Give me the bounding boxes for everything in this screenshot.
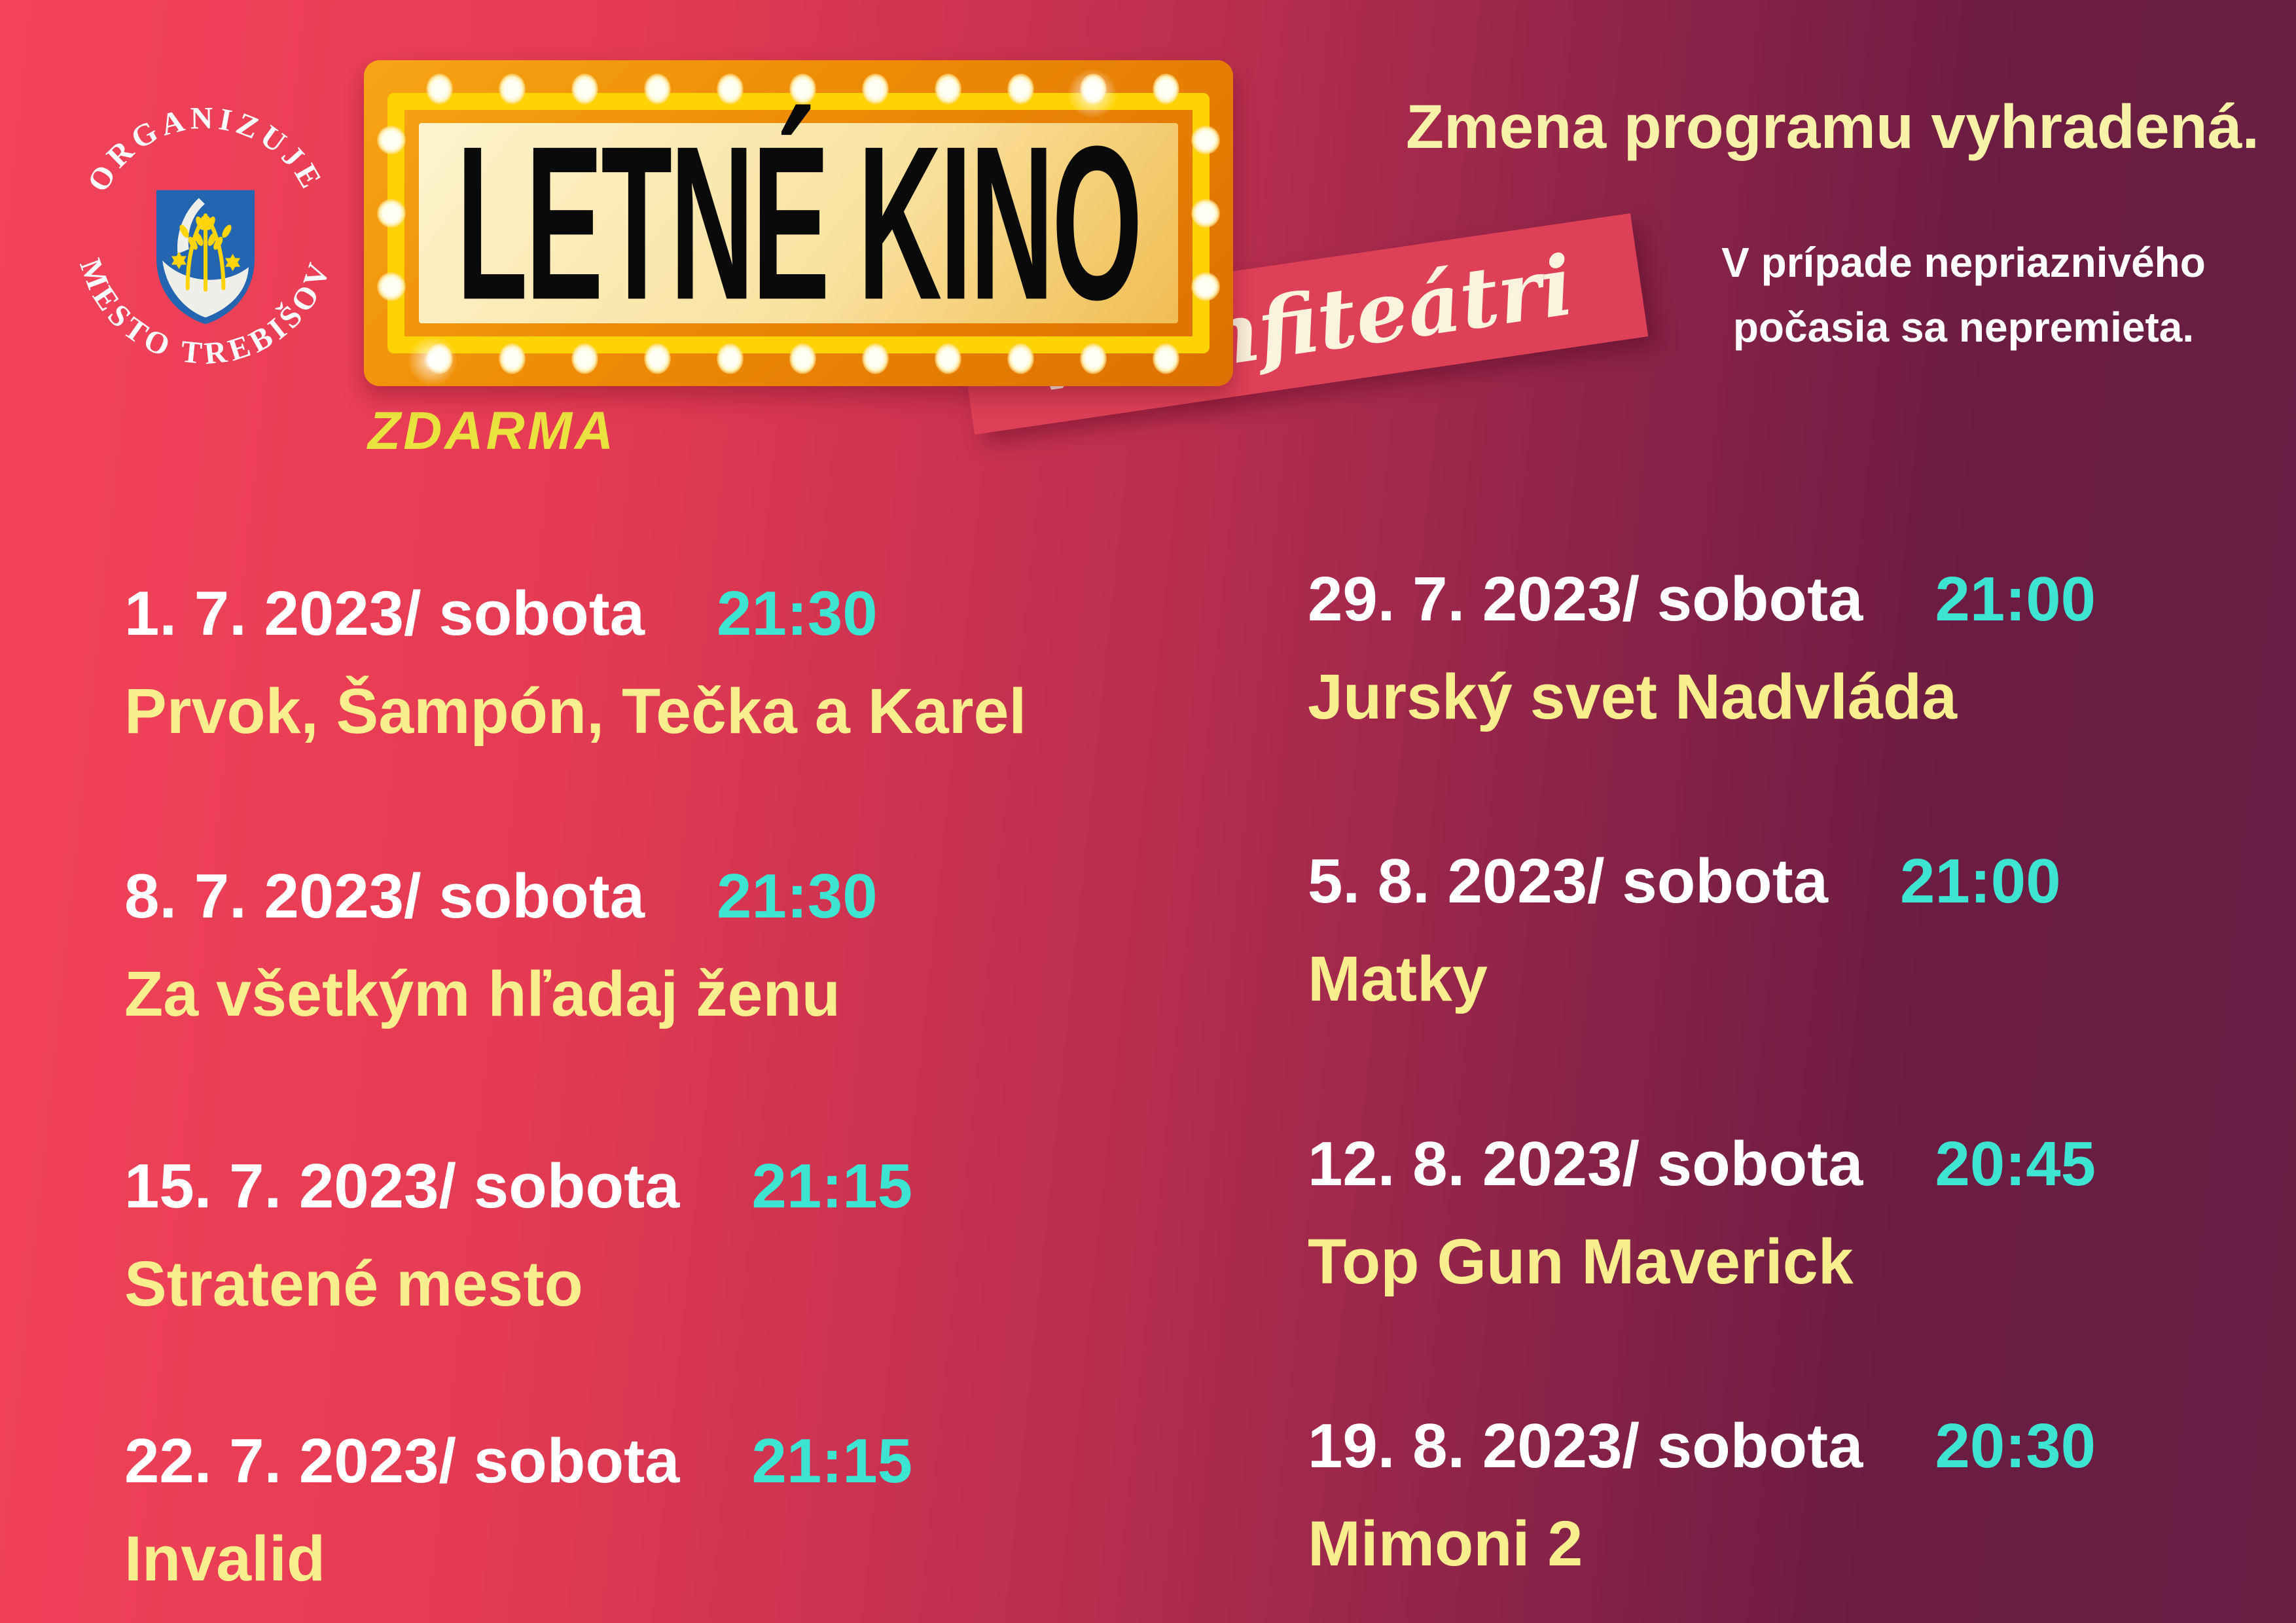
entry-movie-title: Jurský svet Nadvláda <box>1308 661 1958 732</box>
sparkle-icon <box>403 331 462 390</box>
entry-time: 21:15 <box>751 1151 912 1221</box>
schedule-entry: 29. 7. 2023/ sobota 21:00 Jurský svet Na… <box>1308 564 2096 732</box>
weather-notice-line1: V prípade nepriaznivého <box>1721 239 2206 286</box>
entry-movie-title: Prvok, Šampón, Tečka a Karel <box>124 675 1027 747</box>
entry-date: 29. 7. 2023/ sobota <box>1308 564 1863 634</box>
entry-date: 12. 8. 2023/ sobota <box>1308 1129 1863 1199</box>
entry-movie-title: Za všetkým hľadaj ženu <box>124 958 840 1029</box>
schedule-entry: 8. 7. 2023/ sobota 21:30 Za všetkým hľad… <box>124 865 878 1026</box>
entry-date: 1. 7. 2023/ sobota <box>124 579 645 649</box>
logo-arc-top: ORGANIZUJE <box>81 101 330 198</box>
city-coat-of-arms-icon <box>156 190 255 325</box>
schedule-entry: 5. 8. 2023/ sobota 21:00 Matky <box>1308 846 2061 1014</box>
schedule-entry: 12. 8. 2023/ sobota 20:45 Top Gun Maveri… <box>1308 1129 2096 1297</box>
entry-time: 21:00 <box>1935 564 2096 634</box>
entry-date: 22. 7. 2023/ sobota <box>124 1426 680 1496</box>
organizer-logo: ORGANIZUJE MESTO TREBIŠOV <box>73 101 333 371</box>
entry-date: 8. 7. 2023/ sobota <box>124 861 645 931</box>
entry-time: 21:30 <box>717 861 878 931</box>
schedule-entry: 1. 7. 2023/ sobota 21:30 Prvok, Šampón, … <box>124 582 1026 743</box>
entry-date: 5. 8. 2023/ sobota <box>1308 846 1829 916</box>
entry-date: 19. 8. 2023/ sobota <box>1308 1411 1863 1481</box>
marquee-panel: LETNÉ KINO <box>419 100 1178 345</box>
entry-time: 21:15 <box>751 1426 912 1496</box>
entry-time: 20:45 <box>1935 1129 2096 1199</box>
entry-time: 21:00 <box>1900 846 2061 916</box>
schedule-entry: 19. 8. 2023/ sobota 20:30 Mimoni 2 <box>1308 1411 2096 1579</box>
entry-time: 21:30 <box>717 579 878 649</box>
weather-notice-line2: počasia sa nepremieta. <box>1732 304 2195 351</box>
entry-movie-title: Matky <box>1308 943 1488 1014</box>
free-admission-label: ZDARMA <box>368 401 617 461</box>
entry-movie-title: Top Gun Maverick <box>1308 1226 1854 1297</box>
poster-title: LETNÉ KINO <box>456 99 1143 346</box>
entry-movie-title: Mimoni 2 <box>1308 1508 1583 1579</box>
entry-movie-title: Invalid <box>124 1523 326 1594</box>
program-change-notice: Zmena programu vyhradená. <box>1406 92 2259 162</box>
schedule-entry: 15. 7. 2023/ sobota 21:15 Stratené mesto <box>124 1151 912 1319</box>
schedule-entry: 22. 7. 2023/ sobota 21:15 Invalid <box>124 1426 912 1594</box>
entry-movie-title: Stratené mesto <box>124 1248 583 1319</box>
weather-notice: V prípade nepriaznivého počasia sa nepre… <box>1695 230 2232 360</box>
entry-time: 20:30 <box>1935 1411 2096 1481</box>
sparkle-icon <box>1063 64 1122 123</box>
entry-date: 15. 7. 2023/ sobota <box>124 1151 680 1221</box>
marquee-sign: LETNÉ KINO <box>364 60 1233 390</box>
